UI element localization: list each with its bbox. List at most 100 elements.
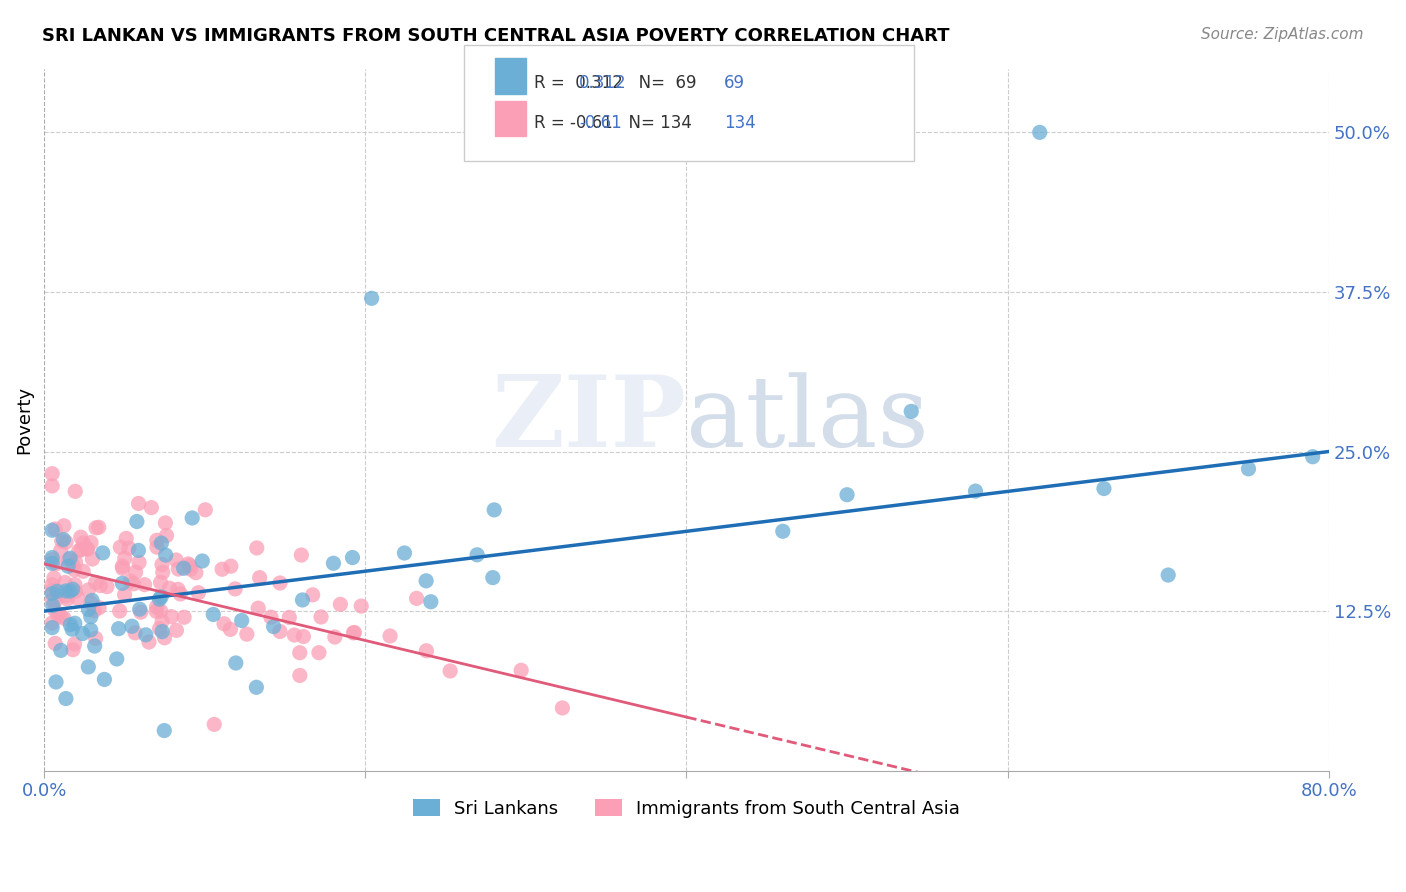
Point <box>72 626 94 640</box>
Point <box>46 608 69 623</box>
Point <box>129 605 152 619</box>
Point <box>249 571 271 585</box>
Point <box>149 622 172 636</box>
Point <box>212 616 235 631</box>
Point <box>44 603 66 617</box>
Point <box>128 556 150 570</box>
Point <box>482 571 505 585</box>
Point <box>41 467 63 481</box>
Point <box>211 562 233 576</box>
Point <box>194 503 217 517</box>
Point <box>145 599 167 614</box>
Point <box>551 701 574 715</box>
Point <box>63 616 86 631</box>
Point <box>84 632 107 646</box>
Text: R = -0.61   N= 134: R = -0.61 N= 134 <box>534 114 692 132</box>
Point <box>96 580 118 594</box>
Point <box>167 582 190 597</box>
Point <box>160 609 183 624</box>
Point <box>67 543 90 558</box>
Point <box>150 615 173 629</box>
Point <box>288 668 311 682</box>
Point <box>108 604 131 618</box>
Point <box>41 578 63 592</box>
Text: Source: ZipAtlas.com: Source: ZipAtlas.com <box>1201 27 1364 42</box>
Point <box>482 503 505 517</box>
Point <box>146 533 169 548</box>
Point <box>41 523 63 537</box>
Point <box>58 552 80 566</box>
Point <box>465 548 488 562</box>
Text: 69: 69 <box>724 74 745 92</box>
Point <box>93 673 115 687</box>
Point <box>772 524 794 539</box>
Point <box>59 617 82 632</box>
Point <box>173 610 195 624</box>
Point <box>269 576 291 591</box>
Point <box>291 593 314 607</box>
Point <box>150 558 173 572</box>
Point <box>288 646 311 660</box>
Point <box>309 610 332 624</box>
Point <box>202 717 225 731</box>
Point <box>42 599 65 613</box>
Point <box>87 600 110 615</box>
Point <box>115 532 138 546</box>
Point <box>360 291 382 305</box>
Point <box>80 535 103 549</box>
Point <box>415 644 437 658</box>
Point <box>122 576 145 591</box>
Point <box>77 582 100 597</box>
Point <box>152 566 174 580</box>
Point <box>394 546 416 560</box>
Point <box>41 621 63 635</box>
Point <box>1028 125 1050 139</box>
Point <box>80 623 103 637</box>
Point <box>278 610 301 624</box>
Point <box>45 593 67 607</box>
Point <box>63 577 86 591</box>
Point <box>77 602 100 616</box>
Point <box>322 556 344 570</box>
Point <box>82 593 104 607</box>
Point <box>55 589 77 603</box>
Point <box>141 500 163 515</box>
Point <box>184 566 207 580</box>
Point <box>56 592 79 607</box>
Point <box>290 548 312 562</box>
Point <box>153 723 176 738</box>
Text: ZIP: ZIP <box>492 371 686 468</box>
Point <box>65 484 87 499</box>
Point <box>44 522 66 536</box>
Point <box>41 615 63 630</box>
Point <box>63 637 86 651</box>
Point <box>110 540 132 554</box>
Point <box>53 575 76 590</box>
Point <box>65 555 87 569</box>
Point <box>72 564 94 578</box>
Point <box>145 604 167 618</box>
Point <box>111 559 134 574</box>
Point <box>202 607 225 622</box>
Point <box>159 581 181 595</box>
Point <box>65 584 87 599</box>
Point <box>46 584 69 599</box>
Point <box>269 624 291 639</box>
Text: 134: 134 <box>724 114 756 132</box>
Point <box>84 575 107 590</box>
Point <box>44 636 66 650</box>
Point <box>41 552 63 566</box>
Point <box>329 598 352 612</box>
Point <box>155 528 177 542</box>
Point <box>77 660 100 674</box>
Point <box>70 542 93 557</box>
Point <box>439 664 461 678</box>
Point <box>114 551 136 566</box>
Point <box>83 639 105 653</box>
Point <box>76 542 98 557</box>
Point <box>155 548 177 562</box>
Point <box>342 626 364 640</box>
Point <box>105 652 128 666</box>
Point <box>111 576 134 591</box>
Point <box>59 551 82 566</box>
